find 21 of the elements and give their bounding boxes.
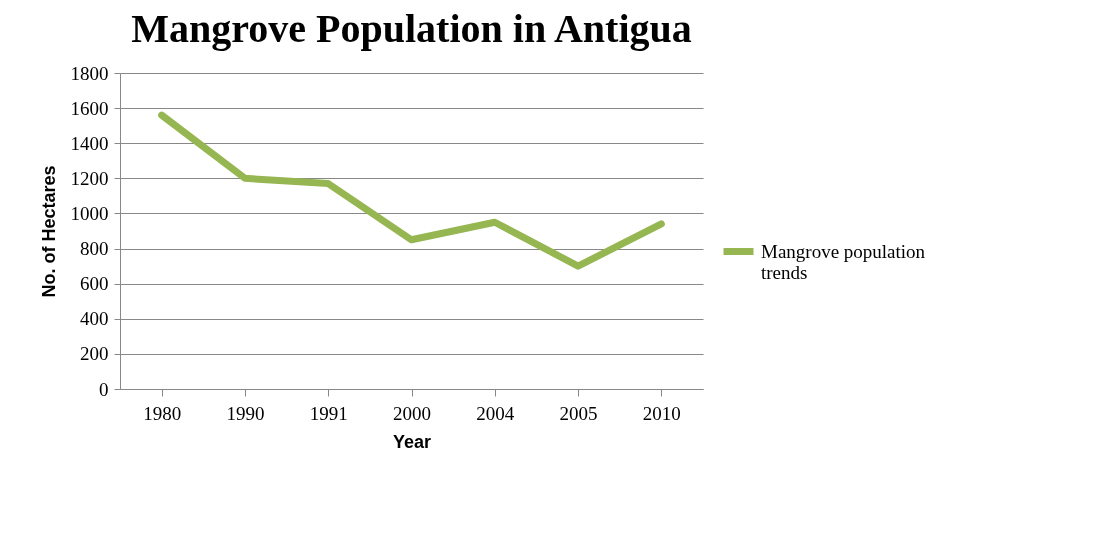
x-tick-label: 2005 — [559, 402, 598, 424]
y-tick-label: 1800 — [70, 62, 109, 84]
y-tick-label: 1600 — [70, 97, 109, 119]
y-tick-label: 600 — [80, 273, 109, 295]
x-tick-label: 2010 — [642, 402, 681, 424]
y-tick-label: 1400 — [70, 132, 109, 154]
x-axis-title: Year — [392, 431, 432, 452]
x-tick-label: 1980 — [143, 402, 182, 424]
x-tick-label: 2004 — [476, 402, 515, 424]
y-axis-title: No. of Hectares — [38, 165, 59, 298]
y-tick-label: 0 — [99, 378, 109, 400]
y-tick-label: 400 — [80, 308, 109, 330]
chart-title: Mangrove Population in Antigua — [131, 6, 692, 51]
y-tick-label: 200 — [80, 343, 109, 365]
x-tick-label: 1991 — [309, 402, 348, 424]
y-tick-label: 800 — [80, 238, 109, 260]
x-tick-label: 2000 — [393, 402, 431, 424]
legend-label: Mangrove population trends — [761, 240, 926, 283]
y-tick-label: 1000 — [70, 202, 109, 224]
y-tick-label: 1200 — [70, 167, 109, 189]
x-tick-label: 1990 — [226, 402, 265, 424]
